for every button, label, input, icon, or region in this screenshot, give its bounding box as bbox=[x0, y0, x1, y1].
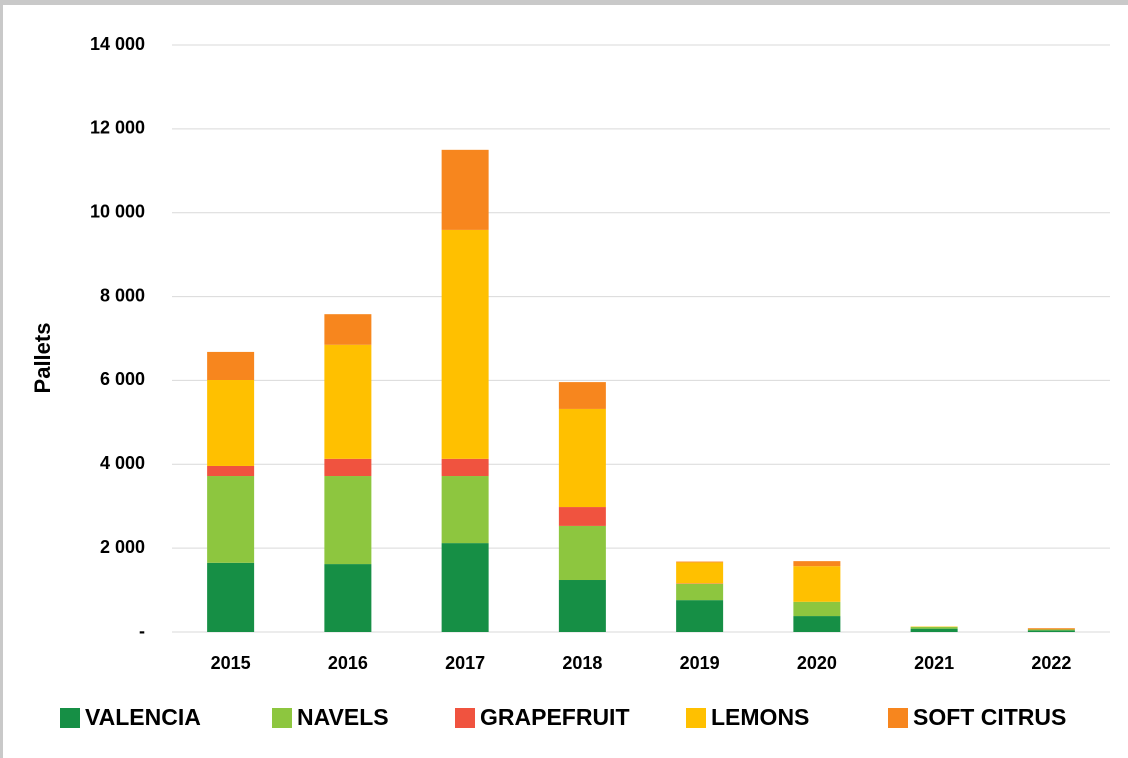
y-tick-label: 8 000 bbox=[100, 285, 145, 305]
bar-segment bbox=[324, 476, 372, 565]
left-border bbox=[0, 0, 3, 758]
x-tick-label: 2018 bbox=[562, 653, 602, 673]
y-tick-label: 6 000 bbox=[100, 369, 145, 389]
bar-segment bbox=[676, 561, 724, 563]
bar-segment bbox=[324, 564, 372, 632]
bar-segment bbox=[910, 626, 958, 629]
bar-segment bbox=[676, 583, 724, 601]
x-tick-label: 2020 bbox=[797, 653, 837, 673]
bar-segment bbox=[441, 476, 489, 544]
bar-segment bbox=[676, 600, 724, 632]
bar-segment bbox=[441, 543, 489, 632]
bar-segment bbox=[1027, 629, 1075, 631]
y-tick-label: 4 000 bbox=[100, 453, 145, 473]
y-tick-label: 2 000 bbox=[100, 537, 145, 557]
bar-segment bbox=[558, 580, 606, 632]
y-tick-label: 10 000 bbox=[90, 201, 145, 221]
bar-segment bbox=[207, 562, 255, 632]
bar-segment bbox=[324, 458, 372, 477]
bar-segment bbox=[910, 628, 958, 632]
legend-label: NAVELS bbox=[297, 704, 389, 730]
bar-segment bbox=[1027, 628, 1075, 630]
legend-label: GRAPEFRUIT bbox=[480, 704, 630, 730]
bar-segment bbox=[793, 566, 841, 602]
bar-segment bbox=[558, 525, 606, 581]
y-tick-label: 14 000 bbox=[90, 34, 145, 54]
bar-segment bbox=[324, 344, 372, 459]
bar-segment bbox=[324, 314, 372, 345]
legend-swatch bbox=[455, 708, 475, 728]
bar-segment bbox=[558, 382, 606, 409]
bar-segment bbox=[207, 351, 255, 381]
legend-label: LEMONS bbox=[711, 704, 809, 730]
legend-swatch bbox=[272, 708, 292, 728]
y-tick-label: - bbox=[139, 621, 145, 641]
x-tick-label: 2019 bbox=[680, 653, 720, 673]
bar-segment bbox=[793, 601, 841, 617]
y-tick-label: 12 000 bbox=[90, 118, 145, 138]
bar-segment bbox=[793, 616, 841, 632]
legend-swatch bbox=[60, 708, 80, 728]
x-tick-label: 2022 bbox=[1031, 653, 1071, 673]
bar-segment bbox=[676, 562, 724, 584]
bar-segment bbox=[441, 229, 489, 459]
x-tick-label: 2016 bbox=[328, 653, 368, 673]
bar-segment bbox=[793, 561, 841, 567]
x-tick-label: 2017 bbox=[445, 653, 485, 673]
bar-segment bbox=[207, 380, 255, 466]
bar-segment bbox=[207, 465, 255, 477]
bar-segment bbox=[1027, 630, 1075, 632]
legend-label: VALENCIA bbox=[85, 704, 201, 730]
x-tick-label: 2015 bbox=[211, 653, 251, 673]
y-axis-label: Pallets bbox=[30, 323, 55, 394]
bar-segment bbox=[558, 408, 606, 508]
bar-segment bbox=[558, 507, 606, 526]
x-tick-label: 2021 bbox=[914, 653, 954, 673]
top-border bbox=[0, 0, 1128, 5]
legend-swatch bbox=[888, 708, 908, 728]
legend-swatch bbox=[686, 708, 706, 728]
bar-segment bbox=[441, 149, 489, 230]
bar-segment bbox=[207, 476, 255, 563]
bar-segment bbox=[441, 458, 489, 477]
legend-label: SOFT CITRUS bbox=[913, 704, 1066, 730]
